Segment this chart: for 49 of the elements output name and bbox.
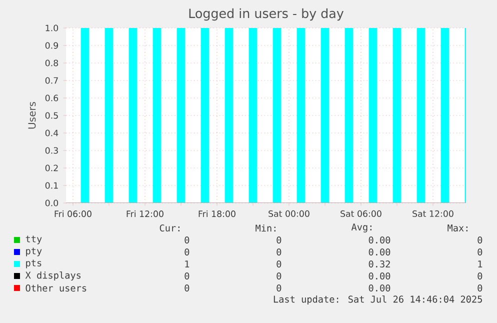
text: 0	[184, 248, 190, 256]
x-tick-label: Fri 18:00	[198, 210, 236, 218]
text: Cur:	[160, 224, 180, 232]
x-tick-label: Fri 12:00	[126, 210, 164, 218]
text: 0	[184, 236, 190, 244]
y-tick-label: 0.1	[45, 182, 58, 189]
text: 0	[276, 260, 282, 268]
x-tick-label: Sat 12:00	[412, 210, 454, 217]
y-tick-label: 0.5	[45, 112, 58, 119]
x-tick-label: Fri 06:00	[54, 210, 92, 218]
text: 0	[478, 284, 482, 292]
x-tick-label: Sat 06:00	[340, 210, 382, 217]
y-tick-label: 0.8	[45, 60, 58, 66]
y-tick-label: 0.6	[45, 94, 58, 102]
text: 1	[185, 260, 190, 268]
text: 0	[276, 272, 282, 280]
text: 0.00	[368, 284, 390, 292]
text: 0	[276, 248, 282, 256]
text: 0.00	[368, 272, 390, 280]
text: Last update: Sat Jul 26 14:46:04 2025	[274, 295, 482, 305]
legend-label: pts	[26, 260, 42, 268]
y-tick-label: 0.2	[45, 164, 58, 172]
text: 0	[184, 272, 190, 280]
y-tick-label: 0.3	[45, 147, 58, 154]
text: Min:	[256, 224, 276, 232]
text: Avg:	[351, 224, 372, 232]
text: Max:	[448, 224, 468, 232]
legend-label: pty	[26, 248, 42, 256]
y-axis-title: Users	[28, 102, 36, 129]
text: 0	[276, 284, 282, 292]
text: 0.32	[368, 260, 390, 268]
text: 0	[478, 248, 482, 256]
text: 0	[478, 272, 482, 280]
y-tick-label: 0.7	[45, 77, 58, 84]
legend-label: X displays	[25, 271, 81, 281]
y-tick-label: 0.9	[45, 42, 58, 49]
text: 0	[184, 284, 190, 292]
legend-label: tty	[26, 236, 42, 244]
legend-label: Other users	[26, 284, 86, 292]
text: 0	[276, 236, 282, 244]
y-tick-label: 0.4	[45, 130, 58, 136]
text: 1	[478, 260, 482, 268]
chart-title: Logged in users - by day	[189, 8, 344, 21]
y-tick-label: 1.0	[46, 24, 58, 32]
text: 0	[478, 236, 482, 244]
text: 0.00	[368, 248, 390, 256]
x-tick-label: Sat 00:00	[268, 210, 310, 217]
y-tick-label: 0.0	[45, 200, 58, 206]
text: 0.00	[368, 236, 390, 244]
